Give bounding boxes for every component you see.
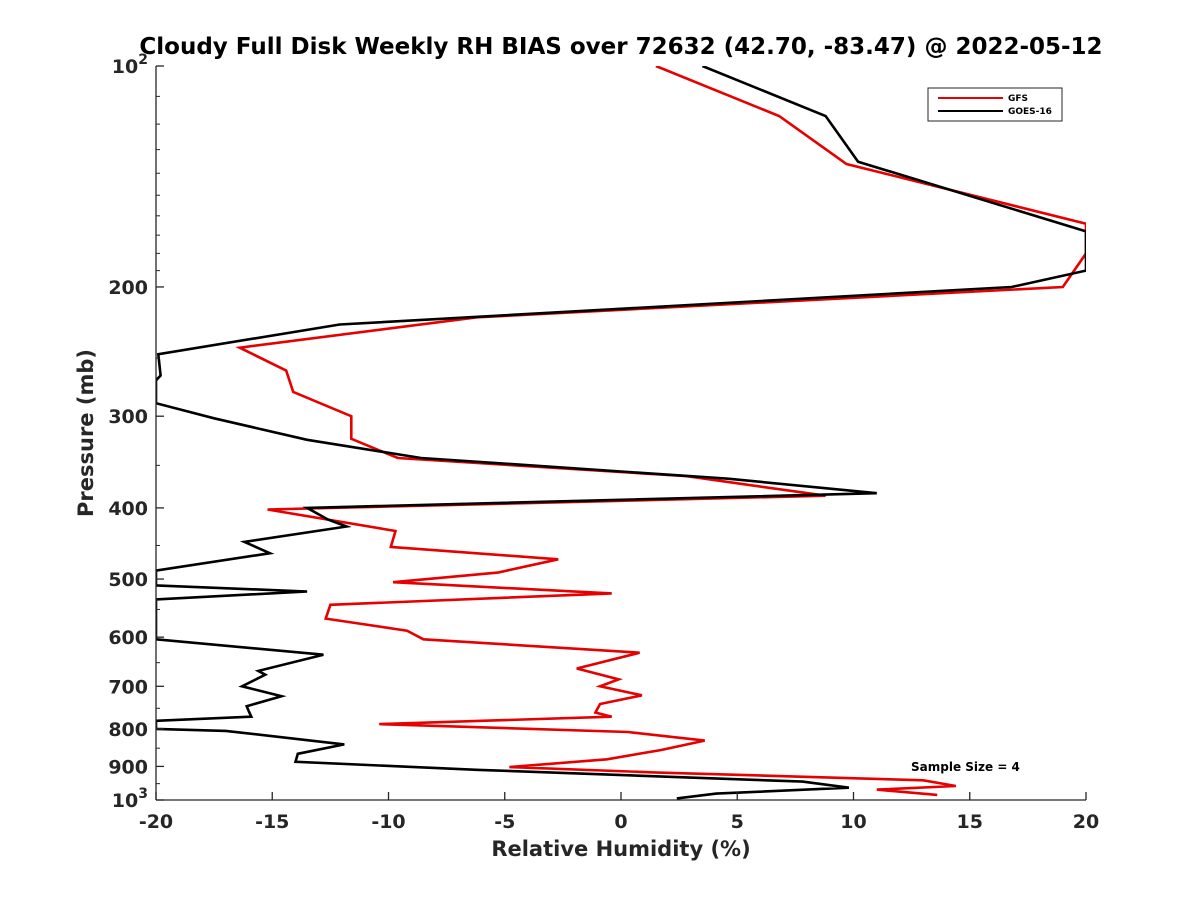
x-tick-label: -20 — [139, 811, 173, 833]
x-tick-label: 10 — [840, 811, 866, 833]
y-axis-label: Pressure (mb) — [74, 349, 98, 517]
x-tick-label: 20 — [1073, 811, 1099, 833]
legend-label-gfs: GFS — [1008, 94, 1028, 104]
y-tick-label: 700 — [108, 676, 148, 698]
y-tick-label: 500 — [108, 569, 148, 591]
chart-title: Cloudy Full Disk Weekly RH BIAS over 726… — [139, 34, 1102, 60]
y-tick-label: 102 — [112, 52, 148, 78]
y-tick-label: 200 — [108, 277, 148, 299]
plot-lines — [156, 66, 1086, 800]
series-line-gfs — [235, 66, 1086, 797]
legend-box — [927, 87, 1063, 122]
y-tick-label: 103 — [112, 786, 148, 812]
x-tick-label: -15 — [255, 811, 289, 833]
sample-size-annotation: Sample Size = 4 — [911, 760, 1020, 774]
x-ticks: -20 -15 -10 -5 0 5 10 15 20 — [139, 792, 1099, 833]
legend: GFS GOES-16 — [927, 87, 1063, 122]
x-axis-label: Relative Humidity (%) — [491, 837, 750, 861]
x-tick-label: -10 — [371, 811, 405, 833]
x-tick-label: -5 — [494, 811, 515, 833]
y-ticks: 102 200 300 400 500 600 700 800 900 103 — [108, 52, 164, 812]
y-tick-label: 300 — [108, 406, 148, 428]
series-line-goes-16 — [156, 66, 1086, 800]
x-tick-label: 5 — [731, 811, 744, 833]
legend-label-goes-16: GOES-16 — [1008, 107, 1052, 117]
y-tick-label: 800 — [108, 719, 148, 741]
y-tick-label: 400 — [108, 498, 148, 520]
x-tick-label: 15 — [957, 811, 983, 833]
y-tick-label: 600 — [108, 627, 148, 649]
x-tick-label: 0 — [614, 811, 627, 833]
y-tick-label: 900 — [108, 756, 148, 778]
